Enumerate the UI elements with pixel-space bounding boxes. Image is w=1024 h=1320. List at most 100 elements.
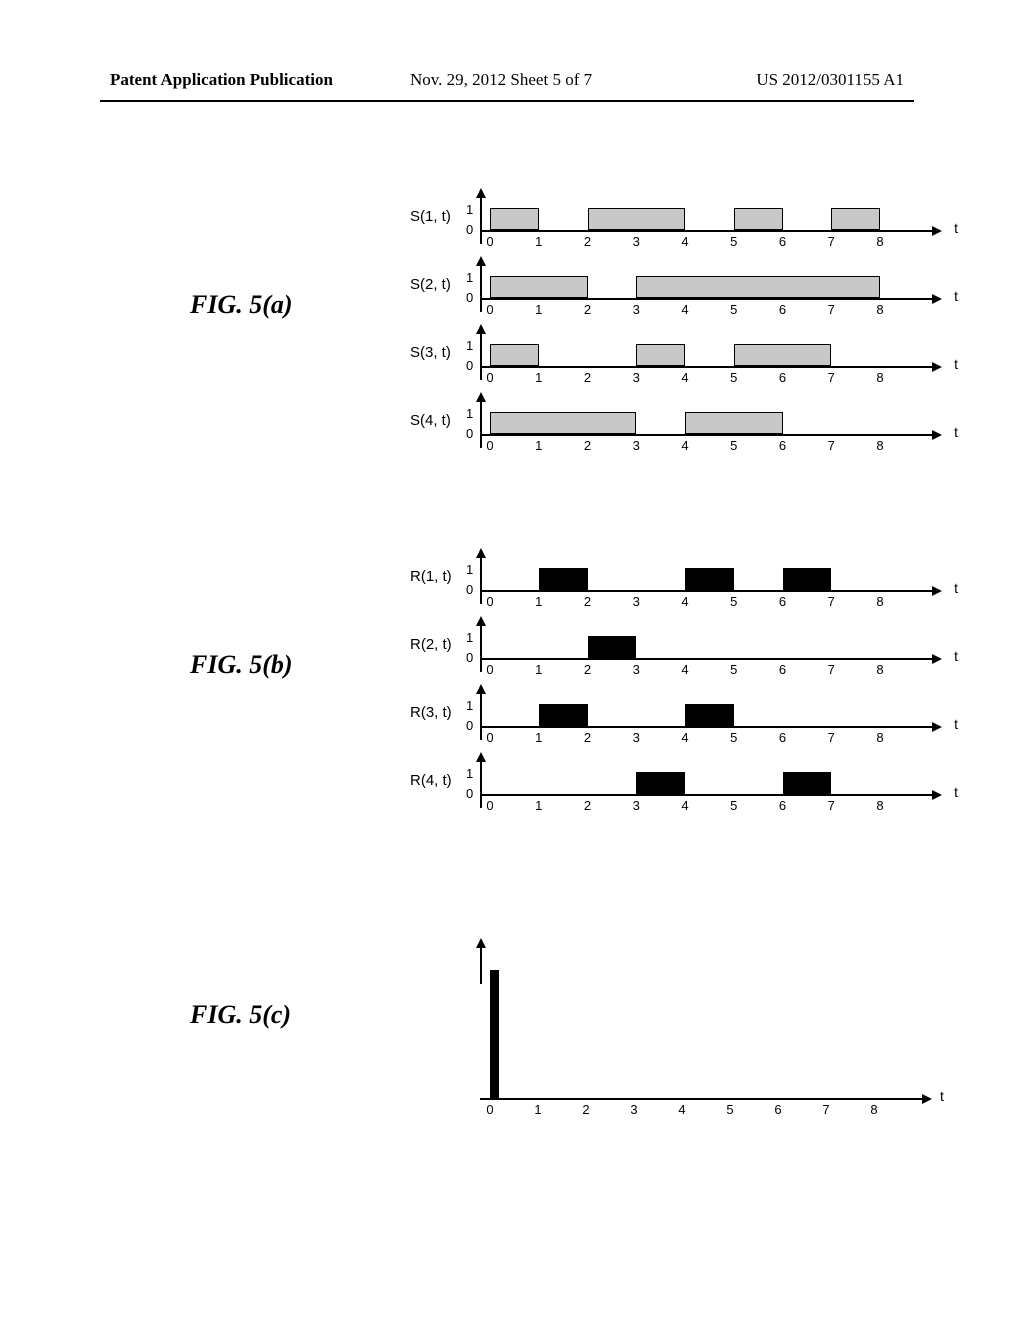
xtick: 8: [870, 1102, 877, 1117]
xtick: 2: [584, 234, 591, 249]
header-left: Patent Application Publication: [110, 70, 333, 90]
table-row: [491, 1067, 499, 1099]
table-row: [491, 1003, 499, 1035]
signal-bar: [490, 344, 539, 366]
xtick: 7: [828, 662, 835, 677]
signal-bar: [685, 704, 734, 726]
grid-cell: [498, 971, 499, 1003]
signal-bar: [588, 208, 686, 230]
ytick: 1: [466, 562, 473, 577]
xtick: 0: [486, 662, 493, 677]
timing-row: R(3, t)01t012345678: [480, 686, 940, 754]
axis-t-label: t: [954, 784, 958, 800]
signal-bar: [490, 208, 539, 230]
xtick: 6: [779, 234, 786, 249]
figure-5b-chart: R(1, t)01t012345678R(2, t)01t012345678R(…: [480, 550, 940, 822]
bars: [490, 772, 880, 794]
xtick: 8: [876, 662, 883, 677]
xtick: 2: [584, 730, 591, 745]
x-axis: [480, 434, 940, 436]
ytick: 0: [466, 650, 473, 665]
xtick: 2: [584, 662, 591, 677]
xtick: 0: [486, 730, 493, 745]
x-axis: [480, 298, 940, 300]
ytick: 1: [466, 766, 473, 781]
x-axis: [480, 794, 940, 796]
y-axis: [480, 686, 482, 740]
ytick: 1: [466, 270, 473, 285]
signal-bar: [831, 208, 880, 230]
xtick: 4: [681, 730, 688, 745]
axis-t-label: t: [954, 356, 958, 372]
figure-5b-label: FIG. 5(b): [190, 650, 293, 680]
xtick: 1: [535, 662, 542, 677]
xtick: 2: [584, 302, 591, 317]
xtick: 1: [535, 302, 542, 317]
xtick: 6: [779, 438, 786, 453]
y-axis: [480, 618, 482, 672]
axis-t-label: t: [954, 220, 958, 236]
xtick: 5: [730, 662, 737, 677]
xtick: 8: [876, 730, 883, 745]
xtick: 5: [730, 302, 737, 317]
xtick: 6: [779, 662, 786, 677]
header-rule: [100, 100, 914, 102]
bars: [490, 412, 880, 434]
ytick: 1: [466, 630, 473, 645]
xtick: 5: [730, 234, 737, 249]
signal-bar: [734, 344, 832, 366]
y-axis: [480, 550, 482, 604]
signal-bar: [588, 636, 637, 658]
axis-t-label: t: [954, 648, 958, 664]
xtick: 8: [876, 798, 883, 813]
xtick: 6: [779, 730, 786, 745]
y-axis: [480, 258, 482, 312]
xtick: 5: [730, 798, 737, 813]
xtick: 8: [876, 594, 883, 609]
header-mid: Nov. 29, 2012 Sheet 5 of 7: [410, 70, 592, 90]
x-axis: [480, 658, 940, 660]
axis-t-label: t: [954, 288, 958, 304]
timing-row: R(1, t)01t012345678: [480, 550, 940, 618]
grid-table: [490, 970, 499, 1099]
xtick: 6: [779, 594, 786, 609]
timing-row: S(2, t)01t012345678: [480, 258, 940, 326]
row-label: R(1, t): [410, 568, 452, 585]
xtick: 4: [681, 798, 688, 813]
xtick: 3: [633, 438, 640, 453]
axis-t-label: t: [954, 580, 958, 596]
xtick: 3: [633, 302, 640, 317]
table-row: [491, 1035, 499, 1067]
row-label: S(3, t): [410, 344, 451, 361]
xtick: 2: [584, 594, 591, 609]
xtick: 6: [774, 1102, 781, 1117]
row-label: S(1, t): [410, 208, 451, 225]
ytick: 0: [466, 358, 473, 373]
xtick: 2: [584, 798, 591, 813]
xtick: 5: [726, 1102, 733, 1117]
signal-bar: [539, 704, 588, 726]
row-label: S(4, t): [410, 412, 451, 429]
signal-bar: [734, 208, 783, 230]
xtick: 8: [876, 370, 883, 385]
figure-5a-chart: S(1, t)01t012345678S(2, t)01t012345678S(…: [480, 190, 940, 462]
xtick: 3: [633, 730, 640, 745]
xtick: 1: [535, 234, 542, 249]
signal-bar: [636, 772, 685, 794]
timing-row: S(3, t)01t012345678: [480, 326, 940, 394]
row-label: R(2, t): [410, 636, 452, 653]
x-axis: [480, 1098, 930, 1100]
xtick: 7: [828, 234, 835, 249]
xtick: 5: [730, 370, 737, 385]
axis-t-label: t: [954, 424, 958, 440]
axis-t-label: t: [954, 716, 958, 732]
xtick: 8: [876, 234, 883, 249]
xtick: 0: [486, 370, 493, 385]
xtick: 0: [486, 438, 493, 453]
xtick: 0: [486, 302, 493, 317]
signal-bar: [490, 276, 588, 298]
signal-bar: [783, 772, 832, 794]
timing-row: S(4, t)01t012345678: [480, 394, 940, 462]
xtick: 7: [828, 798, 835, 813]
xtick: 5: [730, 730, 737, 745]
